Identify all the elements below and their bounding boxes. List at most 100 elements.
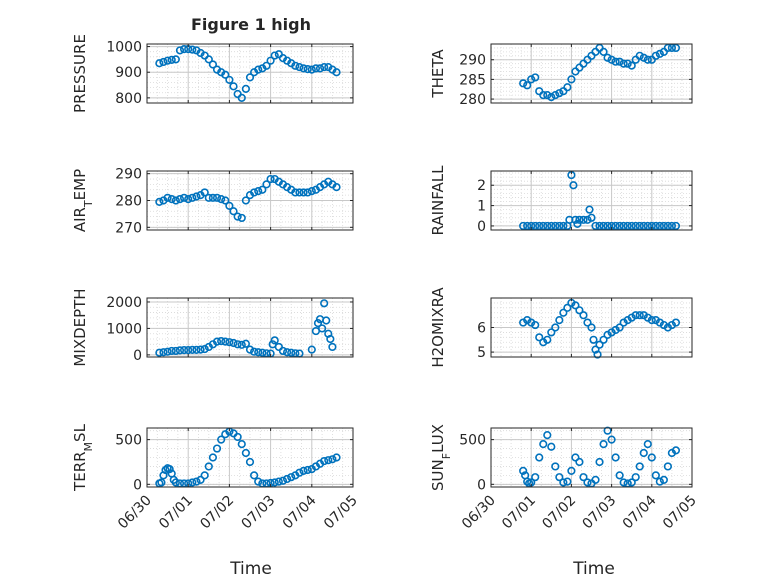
y-axis-label: SUNFLUX [429, 424, 453, 491]
data-point [551, 323, 560, 332]
data-point [229, 338, 238, 348]
data-point [575, 306, 584, 315]
data-point [307, 187, 316, 196]
data-point [315, 64, 325, 73]
data-point [161, 465, 170, 475]
data-point [258, 348, 267, 357]
data-point [539, 221, 548, 231]
data-point [591, 221, 600, 231]
data-point [587, 213, 596, 222]
data-point [531, 221, 540, 231]
data-point [615, 323, 624, 332]
data-point [671, 221, 681, 231]
data-point [611, 453, 620, 462]
data-point [225, 75, 234, 85]
data-point [303, 188, 312, 197]
data-point [270, 478, 279, 487]
data-point [539, 91, 548, 100]
data-point [254, 187, 263, 196]
data-point [282, 348, 292, 357]
data-point [250, 188, 259, 197]
data-point [175, 195, 185, 204]
x-axis-label-left: Time [229, 559, 272, 579]
tick-marks [490, 44, 693, 103]
data-point [167, 195, 176, 204]
data-point [241, 448, 250, 458]
data-point [208, 453, 218, 462]
data-point [535, 453, 544, 462]
data-series [519, 170, 681, 231]
data-point [579, 473, 588, 482]
data-point [523, 81, 532, 90]
data-point [274, 477, 283, 486]
subplot-5: 0 1000 2000 MIXDEPTH [71, 288, 354, 367]
data-point [245, 345, 255, 354]
data-point [233, 340, 242, 349]
data-point [579, 311, 588, 320]
data-point [589, 335, 598, 344]
data-point [254, 65, 263, 74]
data-point [159, 57, 168, 67]
data-point [303, 65, 312, 74]
y-tick-label: 0 [133, 477, 142, 493]
data-point [631, 311, 640, 320]
data-point [217, 337, 226, 346]
data-point [607, 435, 616, 444]
data-point [547, 442, 556, 451]
data-point [639, 53, 648, 62]
data-point [270, 336, 279, 345]
x-tick-label: 07/01 [156, 493, 196, 533]
data-point [519, 79, 528, 88]
data-point [188, 193, 197, 202]
tick-marks [146, 171, 354, 230]
data-point [595, 221, 604, 231]
data-point [184, 346, 193, 355]
data-point [299, 188, 308, 197]
data-point [254, 477, 263, 486]
data-point [307, 345, 316, 354]
y-axis-label-part: TERR [71, 451, 89, 492]
axes-frame [490, 427, 693, 488]
data-point [671, 43, 681, 53]
data-point [547, 221, 556, 231]
data-point [328, 455, 337, 464]
data-point [535, 333, 544, 342]
data-point [171, 196, 180, 205]
data-point [266, 56, 275, 65]
data-point [196, 475, 205, 484]
data-point [157, 478, 166, 487]
data-point [623, 221, 632, 231]
data-point [591, 475, 600, 484]
data-point [225, 338, 234, 347]
data-point [655, 49, 664, 58]
data-point [241, 196, 250, 205]
data-point [643, 221, 652, 231]
data-point [639, 221, 648, 231]
data-point [615, 221, 624, 231]
data-point [619, 478, 628, 487]
data-point [643, 55, 652, 64]
data-point [278, 346, 288, 356]
y-tick-label: 6 [477, 321, 486, 337]
data-point [555, 473, 564, 482]
data-point [643, 439, 652, 449]
data-point [603, 426, 612, 435]
data-point [659, 475, 668, 484]
data-point [237, 439, 246, 449]
data-point [212, 444, 222, 453]
data-point [155, 197, 164, 206]
x-tick-label: 06/30 [459, 493, 499, 533]
data-point [571, 301, 580, 310]
data-point [555, 89, 564, 98]
data-point [278, 476, 288, 485]
data-point [555, 221, 564, 231]
data-point [563, 303, 572, 312]
data-point [599, 439, 608, 449]
data-point [204, 193, 213, 202]
tick-marks [146, 44, 354, 103]
data-point [587, 323, 596, 332]
data-point [171, 478, 180, 487]
data-point [607, 55, 616, 64]
data-point [332, 453, 341, 462]
